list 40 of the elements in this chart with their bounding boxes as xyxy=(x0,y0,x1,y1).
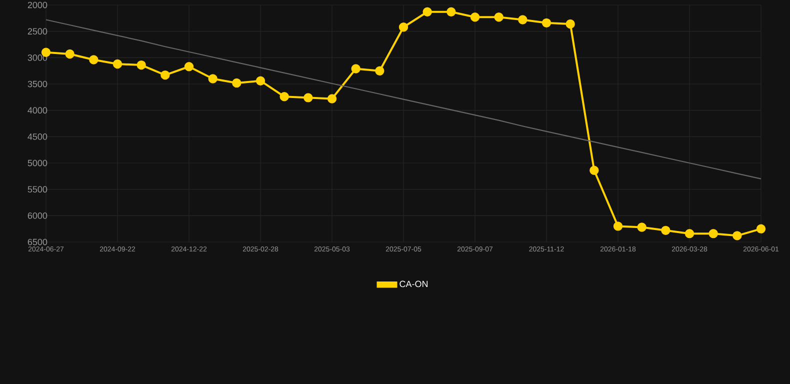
point xyxy=(684,228,694,238)
point xyxy=(613,222,623,231)
point xyxy=(184,62,194,72)
point xyxy=(518,15,528,24)
y-tick-label: 5000 xyxy=(28,160,48,166)
point xyxy=(566,19,575,29)
point xyxy=(708,228,718,238)
y-tick-label: 2500 xyxy=(28,28,48,35)
point xyxy=(470,12,480,22)
point xyxy=(446,7,456,16)
legend-label: CA-ON xyxy=(400,280,428,288)
point xyxy=(232,78,242,88)
y-tick-label: 6000 xyxy=(28,212,48,219)
point xyxy=(208,74,218,84)
point xyxy=(398,22,408,32)
point xyxy=(542,18,552,28)
point xyxy=(661,226,670,236)
point xyxy=(756,224,766,234)
point xyxy=(280,92,289,102)
point xyxy=(375,66,384,76)
point xyxy=(590,166,599,175)
point xyxy=(732,231,742,240)
point xyxy=(160,70,170,80)
point xyxy=(89,55,98,64)
y-tick-label: 4000 xyxy=(28,107,48,114)
point xyxy=(65,49,74,59)
y-tick-label: 3500 xyxy=(28,80,48,88)
point xyxy=(637,222,646,232)
point xyxy=(304,93,313,102)
point xyxy=(422,7,432,16)
point xyxy=(256,76,266,86)
point xyxy=(351,64,360,74)
point xyxy=(494,12,504,22)
y-tick-label: 6500 xyxy=(28,238,48,246)
point xyxy=(327,94,337,104)
point xyxy=(136,60,146,70)
y-tick-label: 5500 xyxy=(28,186,48,193)
y-tick-label: 2000 xyxy=(28,2,48,8)
y-tick-label: 4500 xyxy=(28,133,48,140)
point xyxy=(112,59,122,69)
